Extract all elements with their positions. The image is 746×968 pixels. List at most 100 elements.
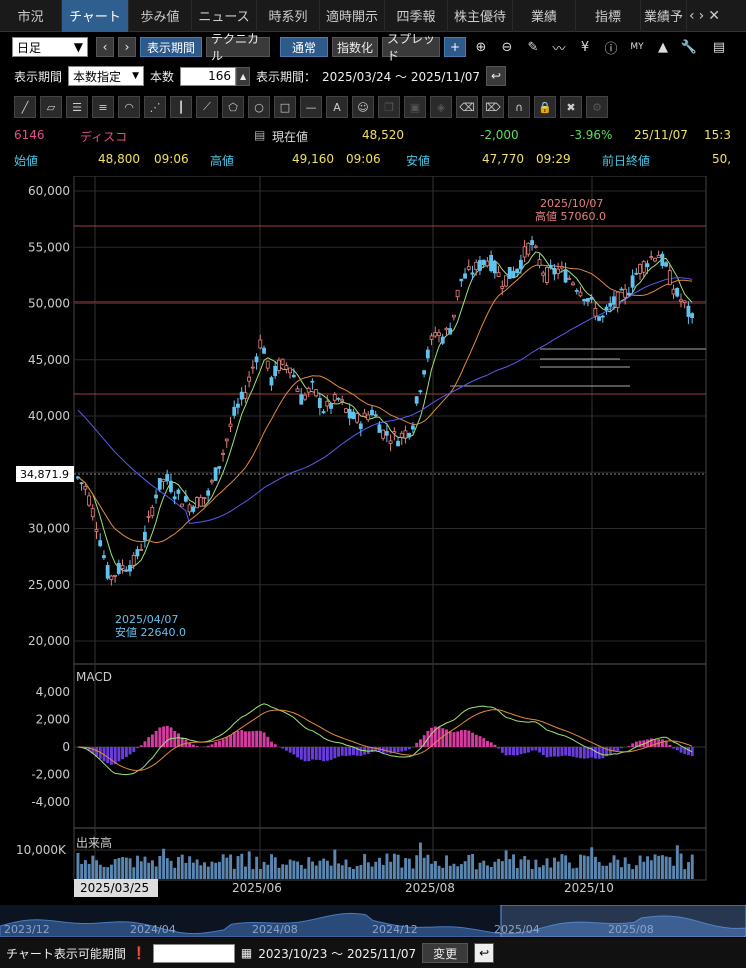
eraser-icon[interactable]: ⌫ (456, 96, 478, 118)
move-icon[interactable]: ◈ (430, 96, 452, 118)
low-annotation-label: 安値 22640.0 (115, 625, 186, 639)
circle-icon[interactable]: ○ (248, 96, 270, 118)
channel-icon[interactable]: ≡ (92, 96, 114, 118)
tab-indicators[interactable]: 指標 (576, 0, 641, 32)
candle-body (113, 575, 117, 577)
add-icon[interactable]: + (444, 37, 466, 57)
copy-icon[interactable]: ❐ (378, 96, 400, 118)
paste-icon[interactable]: ▣ (404, 96, 426, 118)
volume-bar (273, 857, 277, 879)
period-mode-select[interactable]: 本数指定 ▼ (68, 66, 145, 86)
reset-icon[interactable]: ↩ (486, 66, 507, 86)
area-chart-icon[interactable]: ▲ (658, 39, 668, 55)
ruler-icon[interactable]: ▱ (40, 96, 62, 118)
spread-button[interactable]: スプレッド (382, 32, 440, 63)
next-button[interactable]: › (118, 37, 136, 57)
tab-tick[interactable]: 歩み値 (129, 0, 192, 32)
rect-icon[interactable]: □ (274, 96, 296, 118)
macd-histogram-bar (91, 747, 95, 754)
calendar-icon[interactable]: ▦ (240, 946, 253, 960)
overview-label: 2024/04 (130, 923, 176, 936)
gann-icon[interactable]: ⟋ (196, 96, 218, 118)
tab-news[interactable]: ニュース (192, 0, 257, 32)
chevron-right-icon[interactable]: › (698, 7, 705, 24)
macd-histogram-bar (683, 747, 687, 755)
prev-close-label: 前日終値 (602, 154, 651, 168)
prev-button[interactable]: ‹ (96, 37, 114, 57)
index-button[interactable]: 指数化 (332, 37, 378, 57)
list-icon[interactable]: ▤ (254, 128, 266, 142)
yen-icon[interactable]: ¥ (580, 39, 590, 55)
line-chart-icon[interactable]: 〰 (552, 41, 566, 57)
candle-body (485, 260, 490, 267)
tab-benefits[interactable]: 株主優待 (448, 0, 513, 32)
icon-stamp-icon[interactable]: ☺ (352, 96, 374, 118)
normal-button[interactable]: 通常 (280, 37, 328, 57)
candle-body (515, 268, 520, 273)
count-stepper[interactable]: ▲ (236, 66, 251, 86)
date-input[interactable] (152, 943, 235, 963)
zoom-in-icon[interactable]: ⊕ (475, 39, 487, 55)
fan-icon[interactable]: ⋰ (144, 96, 166, 118)
magnet-icon[interactable]: ∩ (508, 96, 530, 118)
settings-icon[interactable]: ⚙ (586, 96, 608, 118)
trendline-icon[interactable]: ╱ (14, 96, 36, 118)
eraser-all-icon[interactable]: ⌦ (482, 96, 504, 118)
candle-body (593, 308, 598, 317)
volume-bar (154, 866, 158, 879)
candle-body (619, 288, 624, 291)
macd-histogram-bar (232, 732, 236, 747)
macd-histogram-bar (515, 747, 519, 756)
tab-market[interactable]: 市況 (0, 0, 62, 32)
tab-shikiho[interactable]: 四季報 (385, 0, 448, 32)
available-period-label: チャート表示可能期間 (6, 946, 126, 961)
count-input[interactable]: 166 (180, 66, 237, 86)
volume-bar (184, 862, 188, 879)
candle-body (83, 485, 88, 490)
display-period-button[interactable]: 表示期間 (140, 37, 202, 57)
macd-histogram-bar (307, 747, 311, 762)
vlines-icon[interactable]: ┃ (170, 96, 192, 118)
text-icon[interactable]: A (326, 96, 348, 118)
chevron-left-icon[interactable]: ‹ (689, 7, 695, 24)
pen-icon[interactable]: ✎ (527, 39, 539, 55)
overview-navigator[interactable]: 2023/12 2024/04 2024/08 2024/12 2025/04 2025/… (0, 904, 746, 938)
lock-icon[interactable]: 🔒 (534, 96, 556, 118)
arc-icon[interactable]: ◠ (118, 96, 140, 118)
reset-icon[interactable]: ↩ (474, 943, 495, 963)
pentagon-icon[interactable]: ⬠ (222, 96, 244, 118)
tab-results[interactable]: 業績 (513, 0, 576, 32)
volume-bar (668, 857, 672, 879)
macd-histogram-bar (467, 730, 471, 747)
hlines-icon[interactable]: ☰ (66, 96, 88, 118)
zoom-out-icon[interactable]: ⊖ (501, 39, 513, 55)
macd-histogram-bar (415, 742, 419, 747)
technical-button[interactable]: テクニカル (206, 32, 270, 63)
tab-timeseries[interactable]: 時系列 (257, 0, 320, 32)
volume-bar (370, 866, 374, 879)
volume-bar (649, 860, 653, 879)
candle-body (90, 508, 95, 518)
period-select[interactable]: 日足 ▼ (12, 37, 88, 57)
macd-histogram-bar (437, 726, 441, 747)
overview-selection[interactable] (500, 904, 746, 938)
delete-icon[interactable]: ✖ (560, 96, 582, 118)
change-button[interactable]: 変更 (422, 943, 469, 963)
hline-icon[interactable]: — (300, 96, 322, 118)
candle-body (559, 266, 564, 269)
candle-body (548, 265, 553, 269)
help-icon[interactable]: ❗ (131, 946, 147, 960)
overview-label: 2025/04 (494, 923, 540, 936)
candle-body (273, 365, 278, 377)
tab-chart[interactable]: チャート (62, 0, 129, 32)
volume-bar (508, 859, 512, 879)
stock-chart[interactable]: 60,00055,00050,00045,00040,00035,00030,0… (0, 176, 746, 904)
info-icon[interactable]: ⓘ (604, 41, 618, 57)
wrench-icon[interactable]: 🔧 (680, 39, 698, 55)
tab-disclosure[interactable]: 適時開示 (320, 0, 385, 32)
print-icon[interactable]: ▤ (712, 39, 726, 55)
close-icon[interactable]: ✕ (708, 7, 720, 24)
quote-date: 25/11/07 (634, 128, 688, 142)
tab-forecast[interactable]: 業績予 (641, 0, 687, 32)
my-icon[interactable]: MY (630, 42, 644, 52)
